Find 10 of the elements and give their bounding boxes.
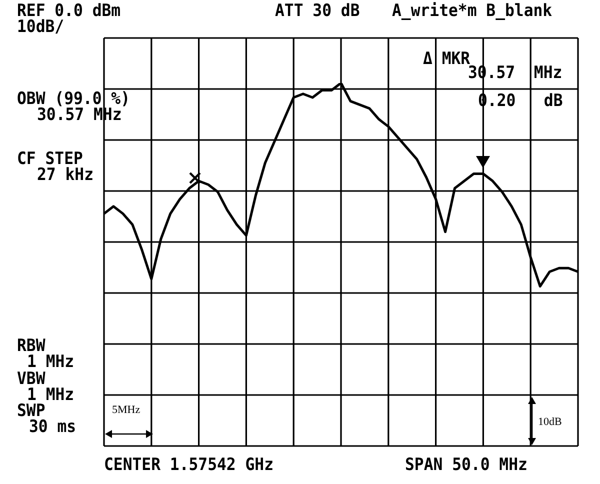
text: Δ MKR: [423, 49, 470, 69]
text: 27 kHz: [37, 165, 94, 185]
text: A_write*m B_blank: [392, 1, 552, 21]
text: SPAN 50.0 MHz: [405, 455, 528, 475]
annotation: 5MHz: [112, 404, 140, 416]
text: 30 ms: [29, 417, 76, 437]
annotation: 10dB: [538, 416, 562, 428]
text: CENTER 1.57542 GHz: [104, 455, 274, 475]
text: 10dB/: [17, 17, 64, 37]
text: ATT 30 dB: [275, 1, 360, 21]
